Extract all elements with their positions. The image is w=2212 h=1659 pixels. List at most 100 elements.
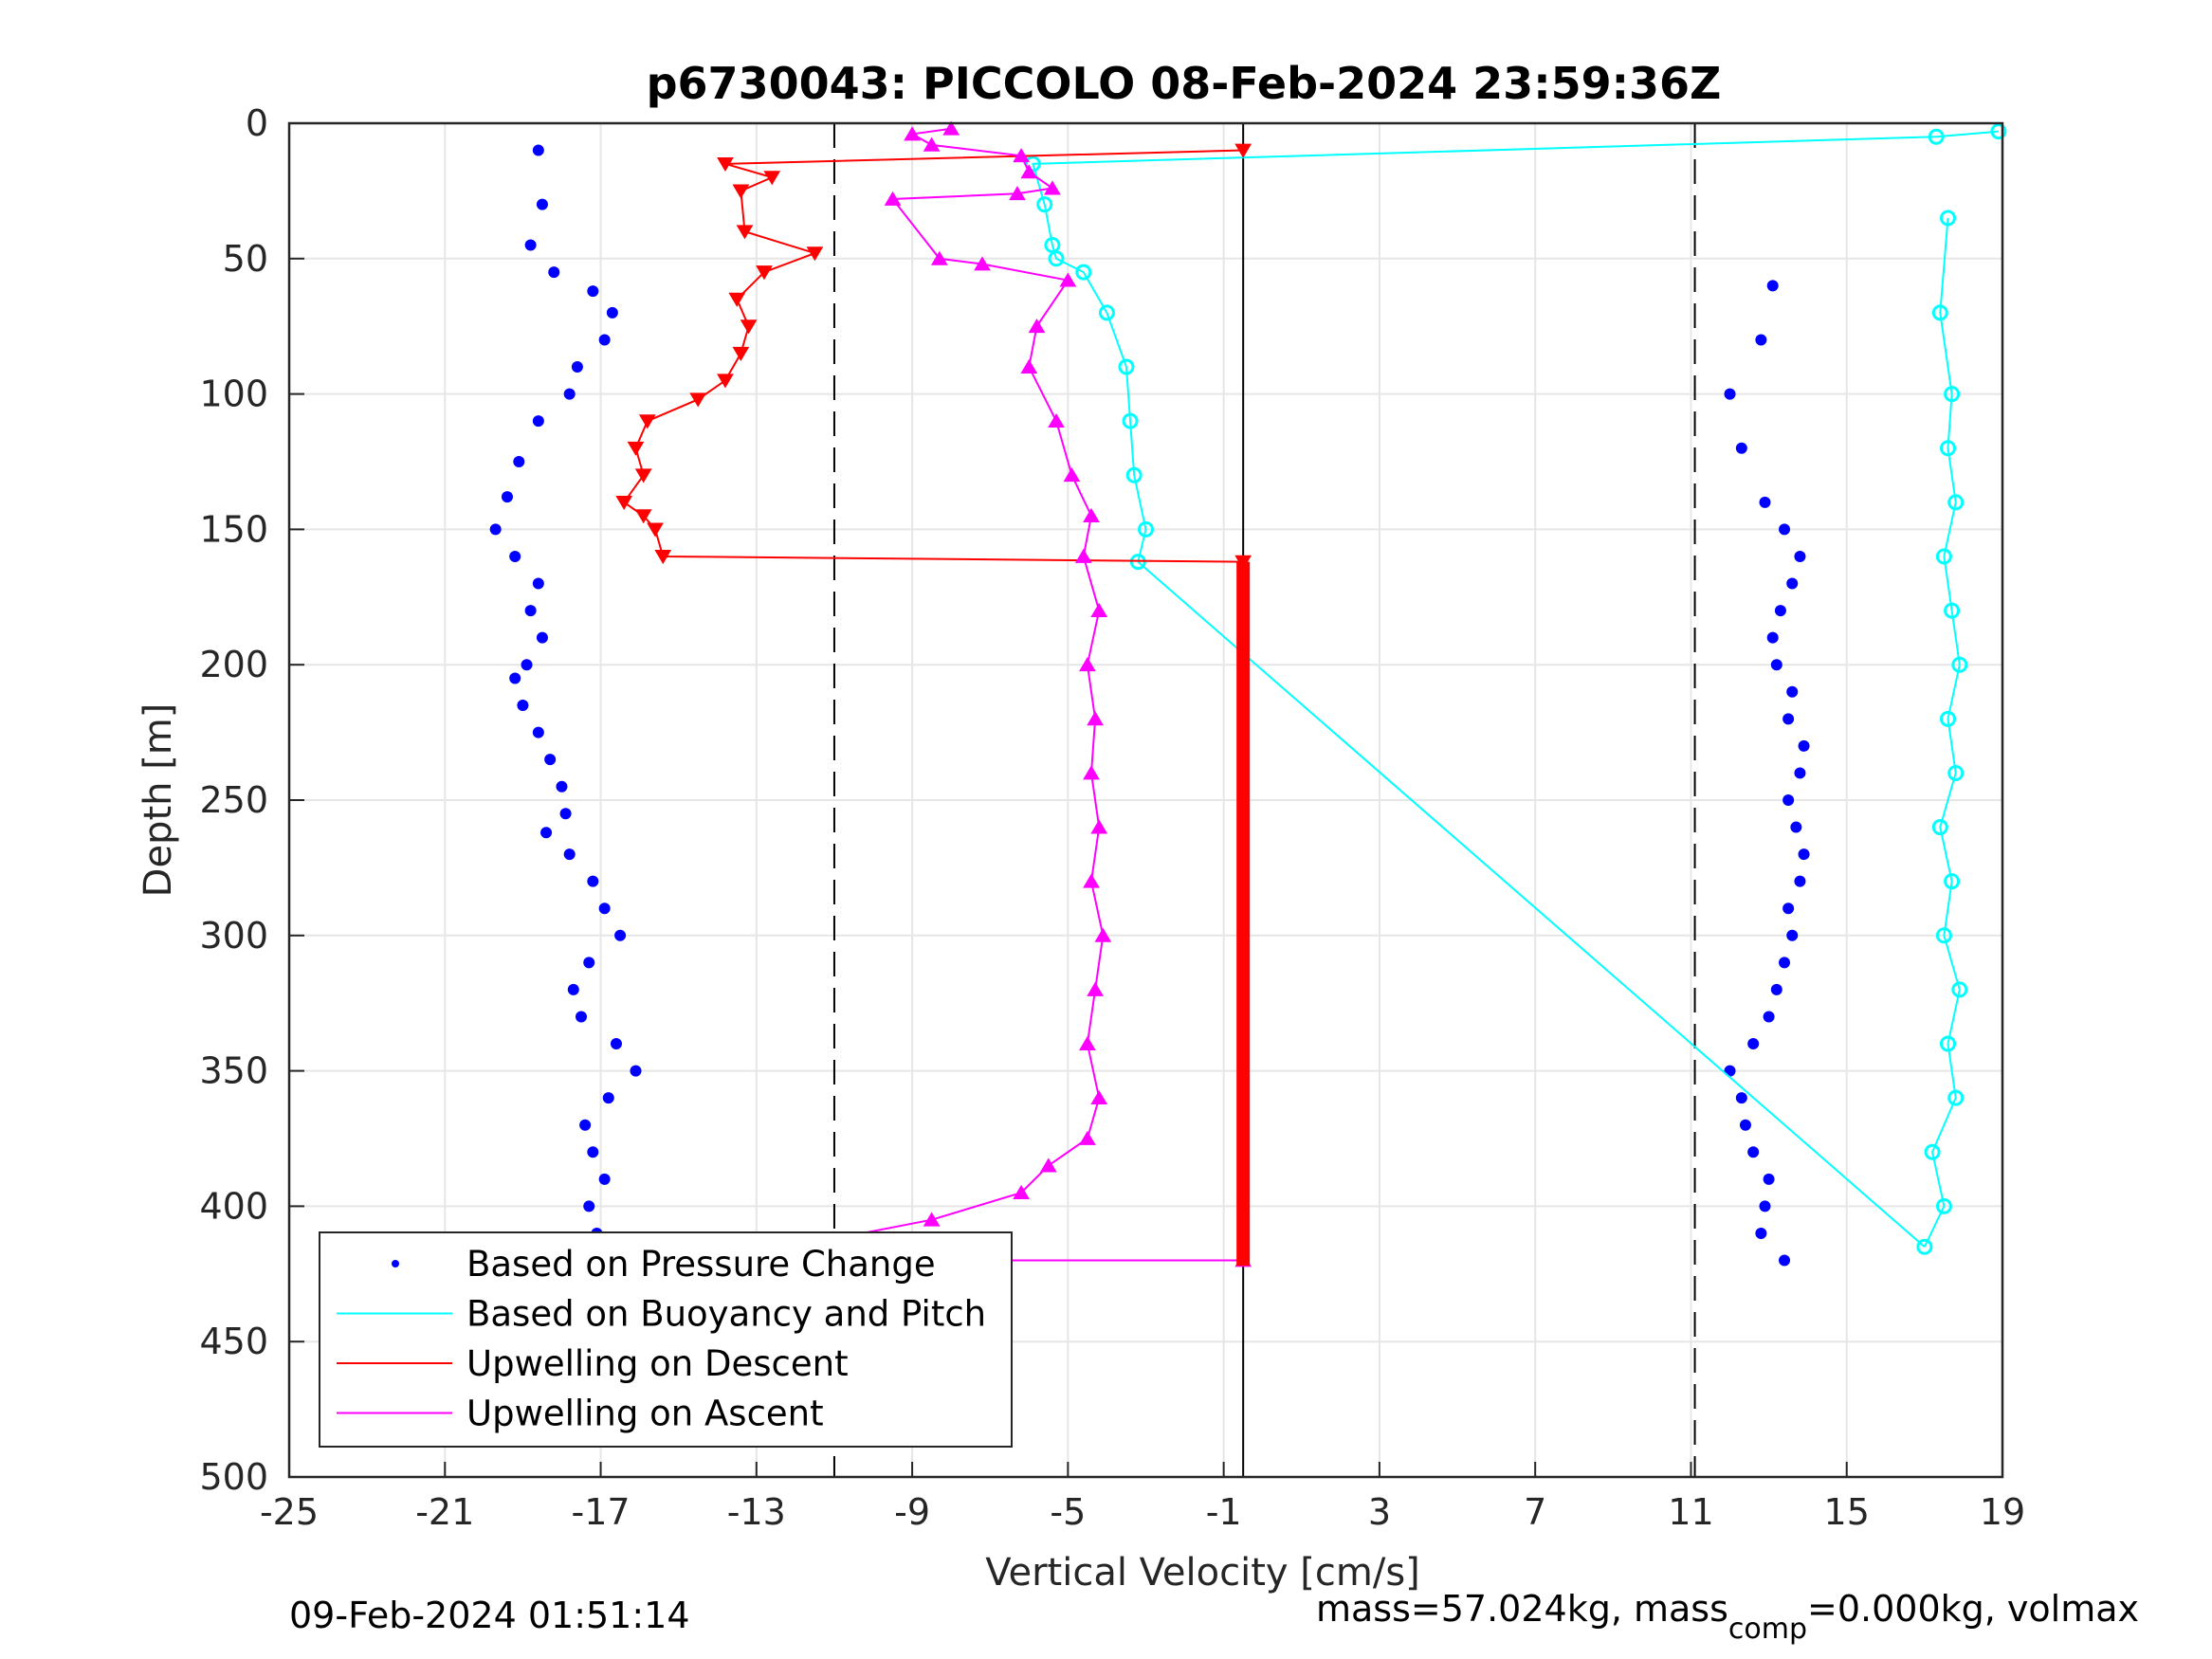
buoyancy-pitch-line <box>1032 130 1999 562</box>
pressure-change-point <box>1747 1038 1760 1050</box>
buoyancy-pitch-point <box>1940 710 1957 727</box>
pressure-change-point <box>1766 280 1779 292</box>
y-tick-label: 50 <box>223 238 268 280</box>
pressure-change-point <box>524 605 537 617</box>
pressure-change-point <box>1794 767 1806 779</box>
pressure-change-point <box>583 1200 595 1212</box>
pressure-change-point <box>1798 848 1810 861</box>
upwelling-ascent-point <box>1079 657 1096 672</box>
upwelling-ascent-point <box>1090 602 1108 617</box>
pressure-change-point <box>536 198 548 210</box>
x-tick-label: -1 <box>1206 1491 1242 1533</box>
upwelling-ascent-point <box>1087 711 1104 726</box>
pressure-change-point <box>598 1173 611 1185</box>
x-tick-label: -9 <box>894 1491 930 1533</box>
pressure-change-point <box>1782 713 1795 725</box>
buoyancy-pitch-point <box>1951 981 1968 998</box>
upwelling-ascent-point <box>1044 180 1061 195</box>
y-tick-label: 400 <box>199 1185 268 1227</box>
upwelling-red-column <box>1236 561 1251 1267</box>
pressure-change-point <box>563 388 576 400</box>
upwelling-descent-point <box>717 374 734 389</box>
pressure-change-point <box>1735 442 1747 454</box>
upwelling-descent-point <box>689 392 707 408</box>
upwelling-descent-point <box>740 319 758 335</box>
buoyancy-pitch-point <box>1947 1089 1965 1106</box>
pressure-change-point <box>532 415 544 428</box>
mass-text-sub: comp <box>1728 1613 1807 1646</box>
upwelling-ascent-point <box>1079 1130 1096 1145</box>
pressure-change-point <box>1779 1254 1791 1267</box>
pressure-change-point <box>532 144 544 156</box>
buoyancy-pitch-line <box>1923 217 1961 1248</box>
x-tick-label: -5 <box>1050 1491 1086 1533</box>
upwelling-ascent-point <box>923 1212 941 1227</box>
buoyancy-pitch-point <box>1940 1035 1957 1052</box>
pressure-change-point <box>1774 605 1786 617</box>
buoyancy-pitch-point <box>1024 155 1041 173</box>
pressure-change-point <box>602 1092 614 1104</box>
pressure-change-point <box>606 306 618 319</box>
pressure-change-point <box>576 1011 588 1023</box>
pressure-change-point <box>559 808 572 820</box>
pressure-change-point <box>598 334 611 346</box>
y-tick-label: 0 <box>246 102 268 144</box>
pressure-change-point <box>1786 685 1799 698</box>
upwelling-descent-point <box>638 414 656 429</box>
buoyancy-pitch-point <box>1990 123 2007 140</box>
pressure-change-point <box>517 700 529 712</box>
legend-box <box>319 1231 1013 1448</box>
pressure-change-point <box>630 1065 642 1077</box>
pressure-change-point <box>1794 550 1806 562</box>
pressure-change-point <box>1794 875 1806 887</box>
pressure-change-point <box>1790 821 1802 833</box>
buoyancy-pitch-point <box>1944 386 1961 403</box>
pressure-change-point <box>583 957 595 969</box>
upwelling-descent-point <box>732 346 750 361</box>
footer-mass-info: mass=57.024kg, masscomp=0.000kg, volmax <box>1316 1588 2139 1646</box>
pressure-change-point <box>524 239 537 251</box>
mass-text-main: mass=57.024kg, mass <box>1316 1588 1728 1630</box>
y-tick-label: 100 <box>199 374 268 415</box>
upwelling-descent-point <box>634 468 652 483</box>
pressure-change-point <box>532 577 544 590</box>
y-tick-label: 500 <box>199 1456 268 1498</box>
pressure-change-point <box>571 361 583 374</box>
x-tick-label: -17 <box>572 1491 631 1533</box>
buoyancy-pitch-point <box>1928 128 1945 145</box>
buoyancy-pitch-point <box>1944 602 1961 619</box>
pressure-change-point <box>1755 334 1767 346</box>
upwelling-ascent-point <box>1020 164 1038 179</box>
pressure-change-point <box>587 285 599 298</box>
pressure-change-point <box>1798 739 1810 752</box>
y-tick-label: 150 <box>199 508 268 550</box>
upwelling-ascent-point <box>904 126 921 141</box>
buoyancy-pitch-point <box>1931 819 1948 836</box>
x-tick-label: 11 <box>1668 1491 1713 1533</box>
pressure-change-point <box>489 523 502 536</box>
pressure-change-point <box>532 726 544 738</box>
legend-label: Upwelling on Descent <box>466 1343 849 1384</box>
upwelling-ascent-point <box>1048 412 1065 428</box>
pressure-change-point <box>614 929 627 941</box>
pressure-change-point <box>1779 523 1791 536</box>
buoyancy-pitch-point <box>1098 304 1115 321</box>
pressure-change-point <box>1759 1200 1771 1212</box>
pressure-change-point <box>1782 794 1795 806</box>
y-tick-label: 350 <box>199 1050 268 1092</box>
upwelling-descent-point <box>756 265 773 281</box>
pressure-change-point <box>567 983 579 995</box>
buoyancy-pitch-point <box>1048 250 1065 267</box>
pressure-change-point <box>1770 983 1782 995</box>
upwelling-descent-point <box>732 184 750 199</box>
buoyancy-pitch-point <box>1947 764 1965 781</box>
upwelling-ascent-point <box>942 120 960 136</box>
buoyancy-pitch-point <box>1951 656 1968 673</box>
pressure-change-point <box>544 754 557 766</box>
upwelling-ascent-point <box>1074 548 1092 563</box>
upwelling-descent-point <box>654 550 672 565</box>
pressure-change-point <box>556 780 568 793</box>
upwelling-descent-point <box>647 522 664 538</box>
pressure-change-point <box>1786 577 1799 590</box>
x-tick-label: 3 <box>1368 1491 1391 1533</box>
